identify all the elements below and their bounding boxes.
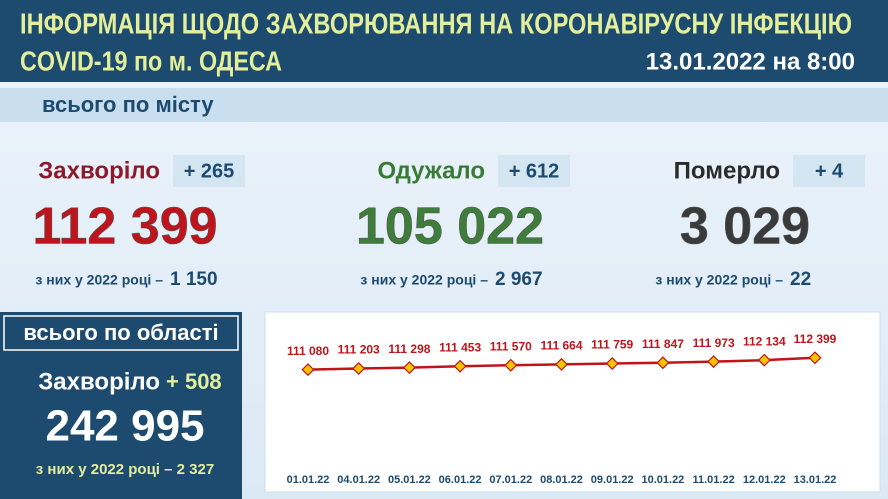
stat-note: з них у 2022 році – xyxy=(360,272,488,288)
region-note: з них у 2022 році – 2 327 xyxy=(36,461,214,478)
stat-total: 3 029 xyxy=(680,198,810,256)
stat-label: Померло xyxy=(674,157,780,184)
point xyxy=(504,358,518,372)
x-tick-label: 09.01.22 xyxy=(591,474,634,486)
point xyxy=(301,363,315,377)
section-label: всього по місту xyxy=(42,92,214,117)
title: COVID-19 по м. ОДЕСА xyxy=(20,45,282,76)
delta-badge xyxy=(173,155,245,187)
x-tick-label: 05.01.22 xyxy=(388,474,431,486)
point xyxy=(757,353,771,367)
stat-label: Одужало xyxy=(378,157,485,184)
x-tick-label: 01.01.22 xyxy=(287,474,330,486)
x-tick-label: 07.01.22 xyxy=(489,474,532,486)
header-band xyxy=(0,0,888,82)
stat-total: 105 022 xyxy=(356,198,544,256)
delta-badge xyxy=(498,155,570,187)
x-tick-label: 13.01.22 xyxy=(794,474,837,486)
section-band xyxy=(0,88,888,122)
stat-delta: + 4 xyxy=(815,160,844,182)
stat-delta: + 612 xyxy=(509,160,560,182)
value-label: 111 080 xyxy=(287,344,329,358)
title: ІНФОРМАЦІЯ ЩОДО ЗАХВОРЮВАННЯ НА КОРОНАВІ… xyxy=(20,9,852,41)
value-label: 111 759 xyxy=(591,338,633,352)
stat-note-value: 1 150 xyxy=(170,269,218,290)
x-tick-label: 08.01.22 xyxy=(540,474,583,486)
point xyxy=(808,351,822,365)
stat-note: з них у 2022 році – xyxy=(35,272,163,288)
value-label: 111 298 xyxy=(388,342,430,356)
point xyxy=(453,359,467,373)
region-delta: + 508 xyxy=(166,369,222,394)
stat-delta: + 265 xyxy=(184,160,235,182)
point xyxy=(605,357,619,371)
point xyxy=(707,355,721,369)
x-tick-label: 11.01.22 xyxy=(692,474,734,486)
value-label: 112 134 xyxy=(743,334,786,348)
stat-note-value: 2 967 xyxy=(495,269,543,290)
stat-total: 112 399 xyxy=(32,198,217,256)
point xyxy=(554,357,569,371)
point xyxy=(402,361,416,375)
stat-note: з них у 2022 році – xyxy=(655,272,783,288)
x-tick-label: 10.01.22 xyxy=(641,474,684,486)
point xyxy=(656,356,670,370)
x-tick-label: 12.01.22 xyxy=(743,474,786,486)
chart-panel xyxy=(264,311,881,493)
region-header xyxy=(3,315,239,351)
x-tick-label: 06.01.22 xyxy=(439,474,482,486)
region-stat-label: Захворіло xyxy=(38,368,160,395)
point xyxy=(352,362,366,376)
value-label: 111 203 xyxy=(338,343,380,357)
x-tick-label: 04.01.22 xyxy=(337,474,380,486)
city-stats: Захворіло + 265 112 399 з них у 2022 році –… xyxy=(32,155,865,290)
value-label: 111 664 xyxy=(540,339,582,353)
region-label: всього по області xyxy=(23,320,218,345)
stat-label: Захворіло xyxy=(38,157,160,184)
chart: 01.01.22 04.01.22 05.01.22 06.01.22 07.01.22… xyxy=(287,332,837,486)
value-label: 111 453 xyxy=(439,340,481,354)
delta-badge xyxy=(793,155,865,187)
value-label: 111 570 xyxy=(490,339,532,353)
value-label: 112 399 xyxy=(794,332,837,346)
region-total: 242 995 xyxy=(45,402,204,451)
date: 13.01.2022 на 8:00 xyxy=(646,48,855,75)
value-label: 111 847 xyxy=(642,337,684,351)
stat-note-value: 22 xyxy=(790,269,811,290)
value-label: 111 973 xyxy=(693,336,735,350)
